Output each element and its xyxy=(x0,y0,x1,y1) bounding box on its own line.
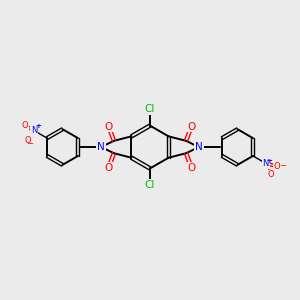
Text: N: N xyxy=(31,126,38,135)
Text: N: N xyxy=(97,142,105,152)
Text: O: O xyxy=(21,121,28,130)
Text: N: N xyxy=(195,142,203,152)
Text: O: O xyxy=(24,136,31,145)
Text: −: − xyxy=(26,140,34,148)
Text: O: O xyxy=(268,170,274,179)
Text: O: O xyxy=(104,122,113,132)
Text: O: O xyxy=(187,122,196,132)
Text: N: N xyxy=(262,159,269,168)
Text: O: O xyxy=(187,163,196,172)
Text: O: O xyxy=(104,163,113,172)
Text: +: + xyxy=(35,123,41,129)
Text: O: O xyxy=(274,162,281,171)
Text: Cl: Cl xyxy=(145,180,155,190)
Text: −: − xyxy=(279,161,286,170)
Text: Cl: Cl xyxy=(145,104,155,114)
Text: +: + xyxy=(267,158,273,164)
